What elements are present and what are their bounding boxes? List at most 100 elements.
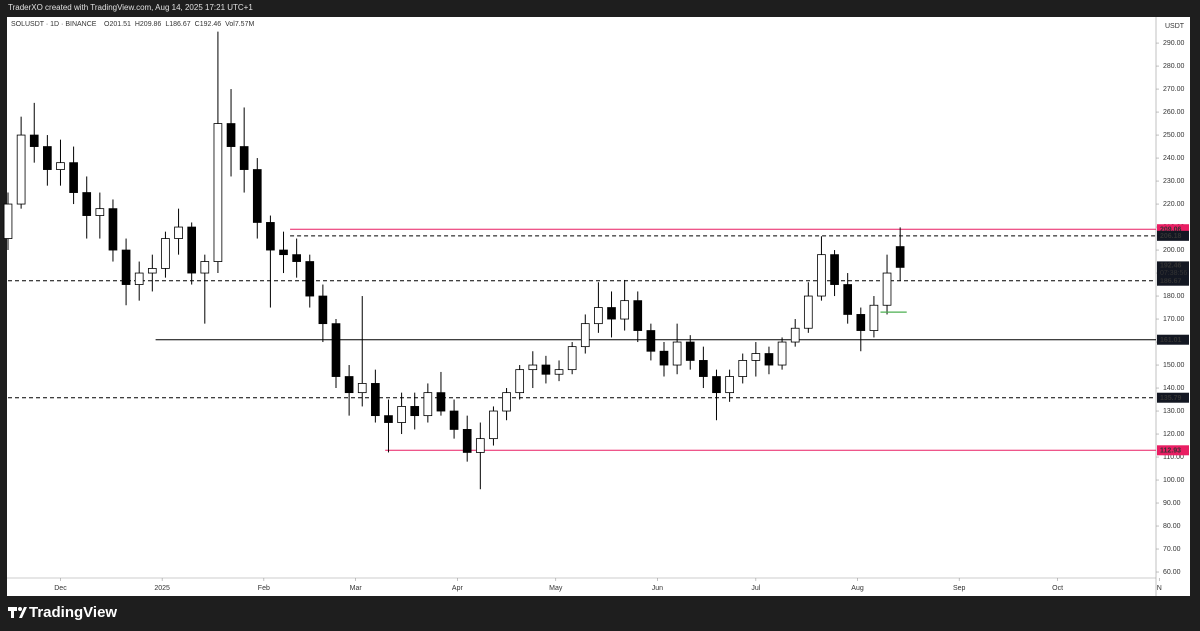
x-tick-label: N <box>1157 585 1162 592</box>
candle-body <box>751 353 761 361</box>
y-tick-label: 130.00 <box>1163 408 1185 415</box>
x-tick-label: 2025 <box>154 585 170 592</box>
y-tick-label: 290.00 <box>1163 40 1185 47</box>
price-tag <box>1157 445 1189 456</box>
price-tag <box>1157 230 1189 241</box>
candle-body <box>95 208 105 216</box>
candle-body <box>174 226 183 239</box>
candle-body <box>462 429 472 453</box>
candle-body <box>69 162 78 193</box>
y-tick-label: 220.00 <box>1163 201 1185 208</box>
y-tick-label: 110.00 <box>1163 454 1184 461</box>
price-tag-label: 186.67 <box>1160 278 1182 285</box>
candle-body <box>239 146 249 170</box>
candle-body <box>43 146 52 170</box>
x-tick-label: Mar <box>350 585 363 592</box>
candle-body <box>725 376 734 394</box>
candle-body <box>882 272 892 306</box>
candle-body <box>410 406 420 417</box>
y-tick-label: 150.00 <box>1163 362 1185 369</box>
candle-body <box>121 249 131 285</box>
candle-body <box>817 254 826 297</box>
y-tick-label: 280.00 <box>1163 63 1185 70</box>
candle-body <box>738 360 748 377</box>
x-tick-label: Sep <box>953 585 966 592</box>
candle-body <box>266 222 275 251</box>
candle-body <box>856 314 866 331</box>
y-tick-label: 140.00 <box>1163 385 1185 392</box>
y-tick-label: 240.00 <box>1163 155 1185 162</box>
price-tag-label: 209.06 <box>1160 227 1182 234</box>
x-tick-label: Jul <box>751 585 760 592</box>
brand: TradingView <box>29 604 117 621</box>
candle-body <box>436 392 446 412</box>
candle-body <box>187 226 197 274</box>
ohlc-value: O201.51 <box>104 21 131 28</box>
candle-body <box>226 123 236 147</box>
candle-body <box>554 369 564 375</box>
candle-body <box>803 295 813 329</box>
y-tick-label: 90.00 <box>1163 500 1181 507</box>
y-tick-label: 260.00 <box>1163 109 1185 116</box>
candle-body <box>344 376 354 394</box>
candle-body <box>357 383 367 394</box>
y-tick-label: 60.00 <box>1163 569 1181 576</box>
candle-body <box>134 272 144 285</box>
y-tick-label: 270.00 <box>1163 86 1185 93</box>
candle-body <box>515 369 525 394</box>
y-tick-label: 80.00 <box>1163 523 1181 530</box>
price-tag-label: 206.18 <box>1160 233 1182 240</box>
candle-body <box>305 261 315 297</box>
candle-body <box>279 249 288 256</box>
price-tag <box>1157 275 1189 286</box>
candle-body <box>371 383 380 417</box>
ohlc-value: Vol7.57M <box>225 21 254 28</box>
candle-body <box>541 364 551 375</box>
y-tick-label: 100.00 <box>1163 477 1185 484</box>
x-tick-label: Oct <box>1052 585 1063 592</box>
y-tick-label: 120.00 <box>1163 431 1185 438</box>
candle-body <box>699 360 708 377</box>
candle-body <box>16 134 26 205</box>
price-tag-label: 112.93 <box>1160 448 1181 455</box>
price-tag-label: 135.79 <box>1160 395 1182 402</box>
ohlc-value: C192.46 <box>195 21 222 28</box>
y-tick-label: 170.00 <box>1163 316 1185 323</box>
candle-body <box>594 307 603 325</box>
x-tick-label: Feb <box>258 585 270 592</box>
x-tick-label: Apr <box>452 585 464 592</box>
candle-body <box>318 295 328 325</box>
candle-body <box>528 364 538 371</box>
y-tick-label: 70.00 <box>1163 546 1181 553</box>
candle-body <box>108 208 118 251</box>
symbol: SOLUSDT · 1D · BINANCE <box>11 21 97 28</box>
price-tag-label: 161.01 <box>1160 337 1182 344</box>
candle-body <box>777 341 787 366</box>
candle-body <box>3 203 13 239</box>
logo <box>8 607 27 618</box>
candle-body <box>56 162 65 170</box>
candle-body <box>764 353 774 366</box>
price-tag <box>1157 392 1189 403</box>
candle-body <box>449 410 459 430</box>
y-tick-label: 250.00 <box>1163 132 1185 139</box>
last-price-tag <box>1157 261 1189 279</box>
candle-body <box>869 304 879 331</box>
candle-body <box>82 192 92 216</box>
candle-body <box>29 134 39 147</box>
candle-body <box>252 169 262 223</box>
candle-body <box>620 300 629 320</box>
candle-body <box>790 327 800 343</box>
candle-body <box>633 300 643 331</box>
candle-body <box>567 346 577 371</box>
candle-body <box>213 123 223 262</box>
header-text: TraderXO created with TradingView.com, A… <box>8 3 253 12</box>
candle-body <box>161 238 170 269</box>
y-tick-label: 230.00 <box>1163 178 1185 185</box>
candle-body <box>843 284 853 315</box>
candle-body <box>646 330 656 352</box>
candle-body <box>489 410 498 440</box>
candle-body <box>475 438 485 453</box>
last-price-label: 192.46 <box>1160 263 1182 270</box>
